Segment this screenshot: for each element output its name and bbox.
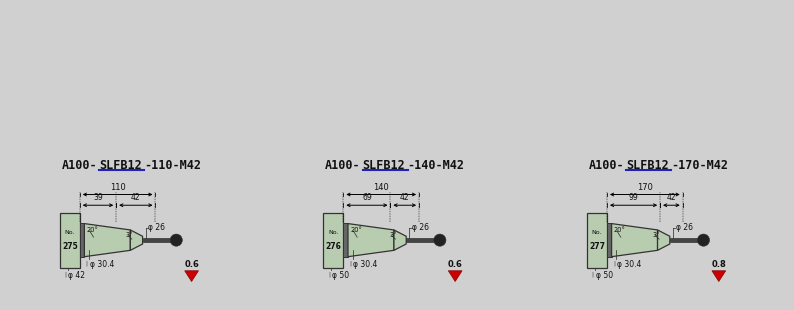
Text: No.: No. xyxy=(592,230,603,235)
Text: 277: 277 xyxy=(589,242,605,251)
Text: 3°: 3° xyxy=(125,232,133,237)
Text: 110: 110 xyxy=(110,183,125,192)
Text: A100-: A100- xyxy=(588,159,624,172)
Polygon shape xyxy=(394,230,407,250)
Text: 42: 42 xyxy=(131,193,141,202)
Polygon shape xyxy=(130,230,143,250)
Text: |: | xyxy=(592,272,593,277)
Bar xyxy=(587,213,607,268)
Text: 39: 39 xyxy=(93,193,103,202)
Text: 140: 140 xyxy=(373,183,389,192)
Text: 3°: 3° xyxy=(653,232,661,237)
Text: φ 30.4: φ 30.4 xyxy=(353,260,378,269)
Text: 275: 275 xyxy=(62,242,78,251)
Text: φ 42: φ 42 xyxy=(68,271,85,280)
Text: 0.6: 0.6 xyxy=(184,260,199,269)
Text: φ 30.4: φ 30.4 xyxy=(617,260,642,269)
Text: 3°: 3° xyxy=(389,232,397,237)
Text: φ 50: φ 50 xyxy=(596,271,613,280)
Text: |: | xyxy=(349,260,351,266)
Text: 20°: 20° xyxy=(614,227,626,233)
Text: No.: No. xyxy=(328,230,339,235)
Text: -110-M42: -110-M42 xyxy=(144,159,201,172)
Text: 20°: 20° xyxy=(87,227,98,233)
Polygon shape xyxy=(449,271,462,281)
Bar xyxy=(343,223,348,257)
Text: |: | xyxy=(328,272,330,277)
Bar xyxy=(407,238,437,242)
Polygon shape xyxy=(611,224,657,257)
Text: 0.8: 0.8 xyxy=(711,260,727,269)
Text: SLFB12: SLFB12 xyxy=(99,159,141,172)
Polygon shape xyxy=(84,224,130,257)
Bar xyxy=(323,213,343,268)
Circle shape xyxy=(170,234,183,246)
Polygon shape xyxy=(185,271,198,281)
Text: |: | xyxy=(64,272,66,277)
Polygon shape xyxy=(348,224,394,257)
Text: 42: 42 xyxy=(667,193,676,202)
Text: 99: 99 xyxy=(629,193,638,202)
Text: 0.6: 0.6 xyxy=(448,260,463,269)
Text: 20°: 20° xyxy=(350,227,362,233)
Text: |: | xyxy=(613,260,615,266)
Text: No.: No. xyxy=(64,230,75,235)
Polygon shape xyxy=(657,230,670,250)
Text: A100-: A100- xyxy=(325,159,360,172)
Text: SLFB12: SLFB12 xyxy=(626,159,669,172)
Circle shape xyxy=(697,234,710,246)
Text: 69: 69 xyxy=(362,193,372,202)
Text: -170-M42: -170-M42 xyxy=(671,159,728,172)
Text: SLFB12: SLFB12 xyxy=(363,159,405,172)
Text: 276: 276 xyxy=(326,242,341,251)
Circle shape xyxy=(434,234,446,246)
Text: φ 26: φ 26 xyxy=(676,223,692,232)
Bar xyxy=(60,213,79,268)
Bar xyxy=(670,238,700,242)
Text: A100-: A100- xyxy=(61,159,97,172)
Text: φ 26: φ 26 xyxy=(148,223,165,232)
Text: |: | xyxy=(86,260,87,266)
Text: φ 30.4: φ 30.4 xyxy=(90,260,114,269)
Polygon shape xyxy=(712,271,726,281)
Text: 42: 42 xyxy=(400,193,410,202)
Bar xyxy=(143,238,173,242)
Text: φ 50: φ 50 xyxy=(332,271,349,280)
Text: φ 26: φ 26 xyxy=(412,223,429,232)
Text: 170: 170 xyxy=(637,183,653,192)
Text: -140-M42: -140-M42 xyxy=(407,159,464,172)
Bar xyxy=(607,223,611,257)
Bar xyxy=(79,223,84,257)
